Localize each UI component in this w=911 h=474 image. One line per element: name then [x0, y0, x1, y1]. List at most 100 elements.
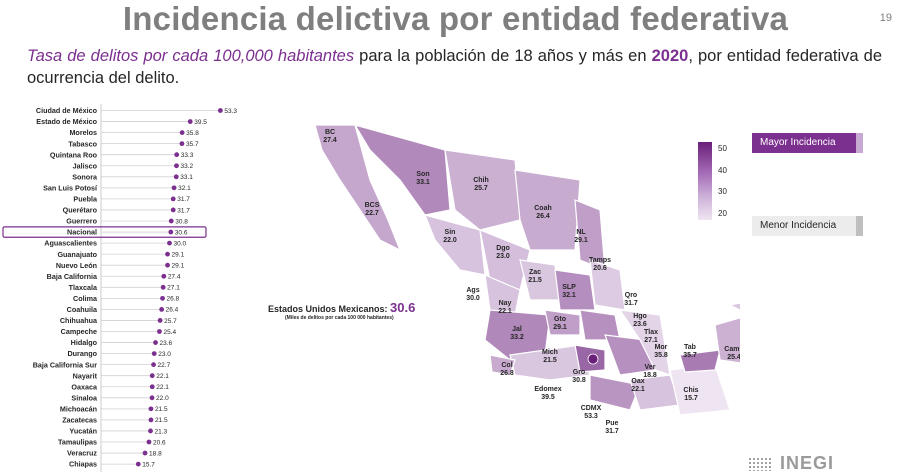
legend-tick: 30: [718, 187, 727, 196]
state-abbr-label: BC: [325, 129, 335, 136]
category-label: Michoacán: [60, 404, 97, 413]
state-abbr-label: Oax: [631, 378, 644, 385]
category-label: Sonora: [72, 172, 98, 181]
value-label: 22.1: [156, 384, 169, 391]
state-abbr-label: BCS: [365, 202, 380, 209]
data-point: [173, 174, 179, 180]
state-abbr-label: Edomex: [534, 386, 561, 393]
category-label: Tlaxcala: [69, 283, 98, 292]
data-point: [148, 428, 153, 434]
state-abbr-label: Tamps: [589, 257, 611, 264]
state-region: [579, 309, 621, 341]
state-abbr-label: Ver: [645, 364, 656, 371]
category-label: Nacional: [67, 228, 97, 237]
state-value-label: 20.6: [593, 265, 607, 272]
data-point: [157, 329, 162, 334]
data-point: [170, 196, 176, 202]
value-label: 33.1: [180, 174, 193, 181]
category-label: Chihuahua: [60, 316, 98, 325]
value-label: 29.1: [172, 263, 185, 270]
value-label: 25.4: [163, 329, 176, 336]
state-value-label: 22.0: [443, 237, 457, 244]
state-value-label: 29.1: [574, 237, 588, 244]
value-label: 31.7: [177, 196, 190, 203]
state-value-label: 31.7: [605, 428, 619, 435]
category-label: Baja California: [47, 272, 98, 281]
data-point: [174, 152, 180, 158]
category-label: Sinaloa: [71, 393, 98, 402]
state-value-label: 35.7: [683, 352, 697, 359]
value-label: 35.7: [186, 141, 199, 148]
state-abbr-label: Sin: [445, 229, 456, 236]
inegi-logo: INEGI: [752, 453, 834, 474]
category-label: Guerrero: [66, 217, 97, 226]
value-label: 30.6: [175, 229, 188, 236]
page-number: 19: [879, 12, 892, 24]
value-label: 20.6: [153, 439, 166, 446]
category-label: Nayarit: [73, 371, 98, 380]
state-abbr-label: Gro: [573, 369, 585, 376]
category-label: Coahuila: [67, 305, 98, 314]
state-value-label: 26.8: [500, 370, 514, 377]
state-abbr-label: Col: [501, 362, 512, 369]
data-point: [148, 417, 154, 423]
state-region: [669, 364, 731, 416]
state-abbr-label: Pue: [606, 420, 619, 427]
state-abbr-label: Zac: [529, 269, 541, 276]
state-value-label: 29.1: [553, 324, 567, 331]
category-label: Tamaulipas: [58, 438, 97, 447]
state-region: [554, 269, 596, 311]
state-region: [444, 149, 521, 231]
state-value-label: 27.4: [323, 137, 337, 144]
data-point: [170, 207, 176, 213]
data-point: [165, 262, 170, 268]
state-region: [679, 349, 721, 373]
state-region: [589, 374, 641, 411]
data-point: [217, 108, 223, 113]
state-abbr-label: Mich: [542, 349, 558, 356]
value-label: 30.8: [175, 218, 188, 225]
legend-tick: 40: [718, 166, 727, 175]
national-value: 30.6: [390, 300, 416, 315]
state-value-label: 22.1: [498, 308, 512, 315]
data-point: [149, 373, 155, 379]
value-label: 33.3: [181, 152, 194, 159]
state-value-label: 32.1: [562, 292, 576, 299]
data-point: [174, 163, 179, 169]
legend-max-label: Mayor Incidencia: [752, 133, 863, 153]
state-abbr-label: Chis: [683, 387, 698, 394]
data-point: [142, 450, 148, 456]
state-value-label: 21.5: [528, 277, 542, 284]
category-label: San Luis Potosí: [43, 183, 98, 192]
national-rate: Estados Unidos Mexicanos: 30.6: [268, 300, 415, 315]
subtitle-year: 2020: [651, 47, 689, 65]
state-abbr-label: CDMX: [581, 405, 602, 412]
state-value-label: 27.1: [644, 337, 658, 344]
data-point: [151, 351, 157, 356]
data-point: [161, 273, 167, 279]
value-label: 18.8: [149, 450, 162, 457]
state-abbr-label: Nay: [499, 300, 512, 307]
state-abbr-label: Ags: [466, 287, 479, 294]
state-region: [514, 169, 581, 251]
page-title: Incidencia delictiva por entidad federat…: [122, 0, 789, 37]
state-abbr-label: Son: [416, 171, 429, 178]
state-value-label: 23.0: [496, 253, 510, 260]
state-abbr-label: Mor: [655, 344, 668, 351]
value-label: 29.1: [172, 251, 185, 258]
state-region: [589, 259, 626, 311]
state-abbr-label: Qro: [625, 292, 637, 299]
value-label: 35.8: [186, 130, 199, 137]
state-value-label: 53.3: [584, 413, 598, 420]
state-value-label: 33.2: [510, 334, 524, 341]
data-point: [168, 229, 174, 235]
state-abbr-label: Jal: [512, 326, 522, 333]
data-point: [179, 141, 185, 147]
value-label: 23.6: [160, 340, 173, 347]
category-label: Baja California Sur: [33, 360, 98, 369]
state-value-label: 33.1: [416, 179, 430, 186]
value-label: 15.7: [142, 461, 155, 468]
state-region: [423, 214, 486, 276]
state-region: [618, 309, 671, 376]
category-label: Durango: [67, 349, 97, 358]
